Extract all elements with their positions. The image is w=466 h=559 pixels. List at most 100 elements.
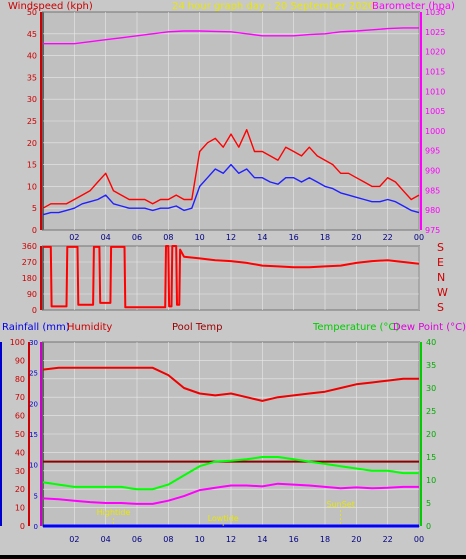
x-tick-label: 18 <box>320 233 330 242</box>
humidity-tick-label: 100 <box>10 338 25 347</box>
direction-tick-label: 90 <box>27 290 37 299</box>
annotation-label: Hightide <box>97 508 131 517</box>
wind-tick-label: 40 <box>27 52 37 61</box>
direction-tick-label: 0 <box>32 306 37 315</box>
barometer-label: Barometer (hpa) <box>372 1 455 12</box>
compass-letter: E <box>437 256 444 269</box>
x-tick-label: 20 <box>351 535 361 544</box>
direction-tick-label: 360 <box>22 242 37 251</box>
dewpoint-label: Dew Point (°C) <box>393 322 466 333</box>
temperature-tick-label: 0 <box>426 522 431 531</box>
left2-tick-label: 0 <box>34 523 38 531</box>
humidity-tick-label: 0 <box>20 522 25 531</box>
barometer-tick-label: 1000 <box>425 127 445 136</box>
wind-tick-label: 5 <box>32 204 37 213</box>
temperature-tick-label: 30 <box>426 384 436 393</box>
x-tick-label: 14 <box>257 233 267 242</box>
left2-tick-label: 15 <box>29 431 38 439</box>
left2-tick-label: 30 <box>29 339 38 347</box>
temperature-tick-label: 40 <box>426 338 436 347</box>
chart-panels: 0510152025303540455097598098599099510001… <box>0 8 445 544</box>
wind-tick-label: 15 <box>27 161 37 170</box>
barometer-tick-label: 1015 <box>425 67 445 76</box>
temperature-tick-label: 25 <box>426 407 436 416</box>
temperature-tick-label: 10 <box>426 476 436 485</box>
wind-tick-label: 45 <box>27 30 37 39</box>
wind-tick-label: 30 <box>27 95 37 104</box>
x-tick-label: 02 <box>69 233 79 242</box>
annotation-label: SunSet <box>326 500 354 509</box>
humidity-tick-label: 70 <box>15 393 25 402</box>
barometer-tick-label: 990 <box>425 167 440 176</box>
x-tick-label: 08 <box>163 535 173 544</box>
left2-tick-label: 10 <box>29 462 38 470</box>
humidity-tick-label: 50 <box>15 430 25 439</box>
x-tick-label: 10 <box>195 233 205 242</box>
direction-tick-label: 180 <box>22 274 37 283</box>
x-tick-label: 22 <box>383 535 393 544</box>
wind-tick-label: 35 <box>27 73 37 82</box>
series-line-wind-direction <box>43 245 420 309</box>
annotation-label: Lowtide <box>208 514 239 523</box>
compass-letter: N <box>437 271 445 284</box>
temperature-tick-label: 20 <box>426 430 436 439</box>
graph-title: 24 hour graph day : 20 September 2020 <box>172 1 374 12</box>
x-tick-label: 12 <box>226 233 236 242</box>
compass-letter: W <box>437 286 448 299</box>
temperature-tick-label: 15 <box>426 453 436 462</box>
x-tick-label: 16 <box>289 233 299 242</box>
humidity-tick-label: 20 <box>15 485 25 494</box>
x-tick-label: 00 <box>414 233 424 242</box>
direction-tick-label: 270 <box>22 258 37 267</box>
series-line-temperature <box>42 456 419 491</box>
pool-temp-label: Pool Temp <box>172 322 223 333</box>
x-tick-label: 16 <box>289 535 299 544</box>
barometer-tick-label: 985 <box>425 186 440 195</box>
compass-letter: S <box>437 241 444 254</box>
series-line-barometer <box>43 27 419 45</box>
barometer-tick-label: 1025 <box>425 28 445 37</box>
barometer-tick-label: 995 <box>425 147 440 156</box>
wind-tick-label: 50 <box>27 8 37 17</box>
x-tick-label: 12 <box>226 535 236 544</box>
humidity-tick-label: 60 <box>15 412 25 421</box>
humidity-tick-label: 40 <box>15 448 25 457</box>
x-tick-label: 02 <box>69 535 79 544</box>
x-tick-label: 20 <box>351 233 361 242</box>
series-line-windspeed <box>42 129 420 209</box>
humidity-tick-label: 80 <box>15 375 25 384</box>
barometer-tick-label: 1030 <box>425 8 445 17</box>
left2-tick-label: 20 <box>29 400 38 408</box>
barometer-tick-label: 975 <box>425 226 440 235</box>
rainfall-label: Rainfall (mm) <box>2 322 70 333</box>
barometer-tick-label: 980 <box>425 206 440 215</box>
wind-tick-label: 10 <box>27 182 37 191</box>
compass-letter: S <box>437 301 444 314</box>
temperature-tick-label: 5 <box>426 499 431 508</box>
x-tick-label: 06 <box>132 535 142 544</box>
series-line-average-wind <box>42 163 420 216</box>
series-line-humidity <box>42 366 419 402</box>
humidity-tick-label: 10 <box>15 504 25 513</box>
x-tick-label: 08 <box>163 233 173 242</box>
humidity-label: Humidity <box>67 322 112 333</box>
x-tick-label: 14 <box>257 535 267 544</box>
barometer-tick-label: 1005 <box>425 107 445 116</box>
x-tick-label: 04 <box>101 535 111 544</box>
windspeed-label: Windspeed (kph) <box>8 1 93 12</box>
temperature-tick-label: 35 <box>426 361 436 370</box>
x-tick-label: 06 <box>132 233 142 242</box>
left2-tick-label: 5 <box>34 492 38 500</box>
temperature-label: Temperature (°C) <box>312 322 399 333</box>
x-tick-label: 04 <box>101 233 111 242</box>
humidity-tick-label: 30 <box>15 467 25 476</box>
wind-tick-label: 20 <box>27 139 37 148</box>
x-tick-label: 22 <box>383 233 393 242</box>
left2-tick-label: 25 <box>29 370 38 378</box>
x-tick-label: 00 <box>414 535 424 544</box>
barometer-tick-label: 1020 <box>425 48 445 57</box>
x-tick-label: 18 <box>320 535 330 544</box>
